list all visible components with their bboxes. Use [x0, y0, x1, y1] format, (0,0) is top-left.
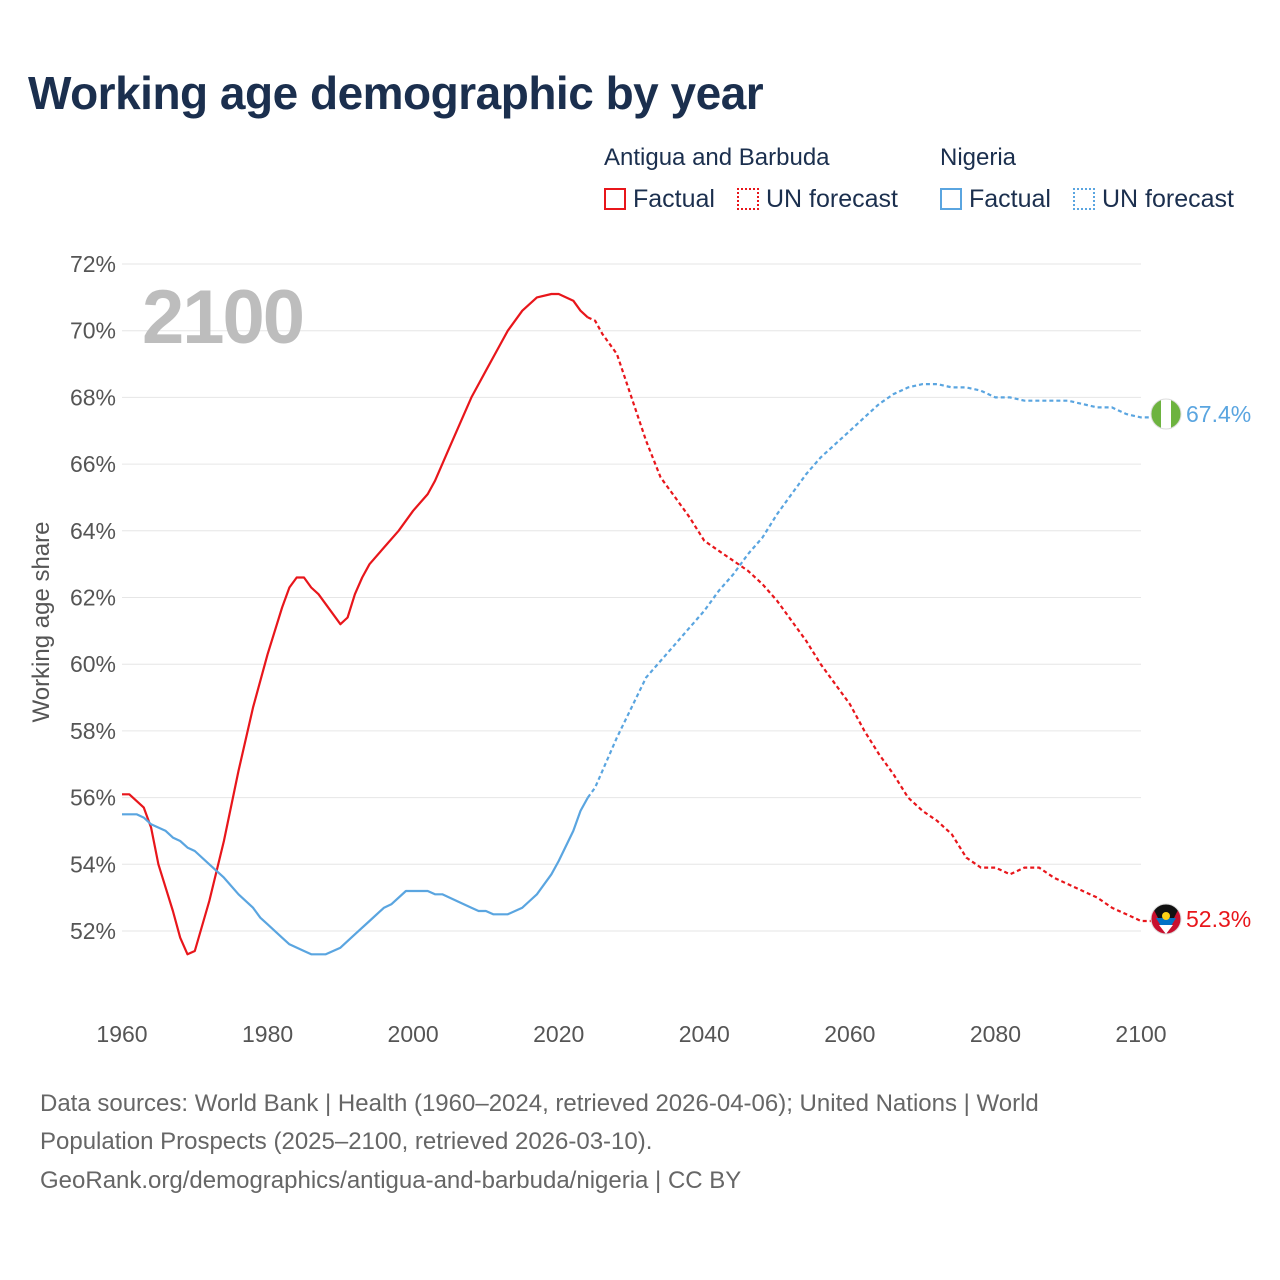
chart-title: Working age demographic by year — [28, 67, 764, 119]
series-line-nigeria-factual — [122, 797, 589, 956]
footer-attribution[interactable]: GeoRank.org/demographics/antigua-and-bar… — [40, 1167, 742, 1194]
grid-lines — [122, 263, 1141, 932]
x-tick-label: 2020 — [533, 1021, 584, 1047]
y-tick-label: 56% — [70, 785, 116, 811]
legend-nigeria-forecast-label: UN forecast — [1102, 184, 1234, 213]
legend-swatch-nigeria-forecast — [1073, 188, 1095, 210]
legend-group-nigeria: Nigeria — [940, 144, 1017, 171]
series-line-antigua-and-barbuda-forecast — [587, 316, 1163, 923]
legend-antigua-forecast-label: UN forecast — [766, 184, 898, 213]
y-tick-label: 54% — [70, 851, 116, 877]
legend-antigua-forecast[interactable]: UN forecast — [737, 184, 898, 214]
x-tick-label: 1960 — [96, 1021, 147, 1047]
y-tick-label: 60% — [70, 651, 116, 677]
legend-antigua-factual[interactable]: Factual — [604, 184, 715, 214]
legend-antigua-factual-label: Factual — [633, 184, 715, 213]
x-tick-label: 2040 — [679, 1021, 730, 1047]
x-tick-label: 2080 — [970, 1021, 1021, 1047]
legend-group-antigua: Antigua and Barbuda — [604, 144, 830, 171]
end-label-antigua: 52.3% — [1186, 906, 1251, 932]
y-tick-label: 62% — [70, 585, 116, 611]
footer-sources-line-2: Population Prospects (2025–2100, retriev… — [40, 1128, 653, 1155]
y-tick-label: 70% — [70, 318, 116, 344]
chart-plot: 52%54%56%58%60%62%64%66%68%70%72% 1960 19… — [70, 251, 1251, 1047]
legend-swatch-antigua-forecast — [737, 188, 759, 210]
series-line-nigeria-forecast — [586, 383, 1163, 799]
antigua-flag-icon — [1150, 903, 1182, 935]
series-lines — [122, 292, 1163, 956]
x-tick-label: 2000 — [388, 1021, 439, 1047]
series-line-antigua-and-barbuda-factual — [122, 292, 589, 956]
x-tick-label: 1980 — [242, 1021, 293, 1047]
x-tick-label: 2060 — [824, 1021, 875, 1047]
y-tick-label: 58% — [70, 718, 116, 744]
nigeria-flag-icon — [1150, 398, 1182, 430]
y-tick-label: 64% — [70, 518, 116, 544]
legend-nigeria-factual-label: Factual — [969, 184, 1051, 213]
x-tick-labels: 1960 1980 2000 2020 2040 2060 2080 2100 — [96, 1021, 1166, 1047]
y-tick-labels: 52% 54% 56% 58% 60% 62% 64% 66% 68% 70% 72% — [70, 251, 116, 944]
y-tick-label: 68% — [70, 384, 116, 410]
y-tick-label: 66% — [70, 451, 116, 477]
y-tick-label: 52% — [70, 918, 116, 944]
end-label-nigeria: 67.4% — [1186, 401, 1251, 427]
legend-nigeria-forecast[interactable]: UN forecast — [1073, 184, 1234, 214]
y-tick-label: 72% — [70, 251, 116, 277]
legend-swatch-nigeria-factual — [940, 188, 962, 210]
x-tick-label: 2100 — [1115, 1021, 1166, 1047]
footer-sources-line-1: Data sources: World Bank | Health (1960–… — [40, 1090, 1039, 1117]
year-overlay: 2100 — [142, 275, 303, 360]
legend-swatch-antigua-factual — [604, 188, 626, 210]
legend-nigeria-factual[interactable]: Factual — [940, 184, 1051, 214]
